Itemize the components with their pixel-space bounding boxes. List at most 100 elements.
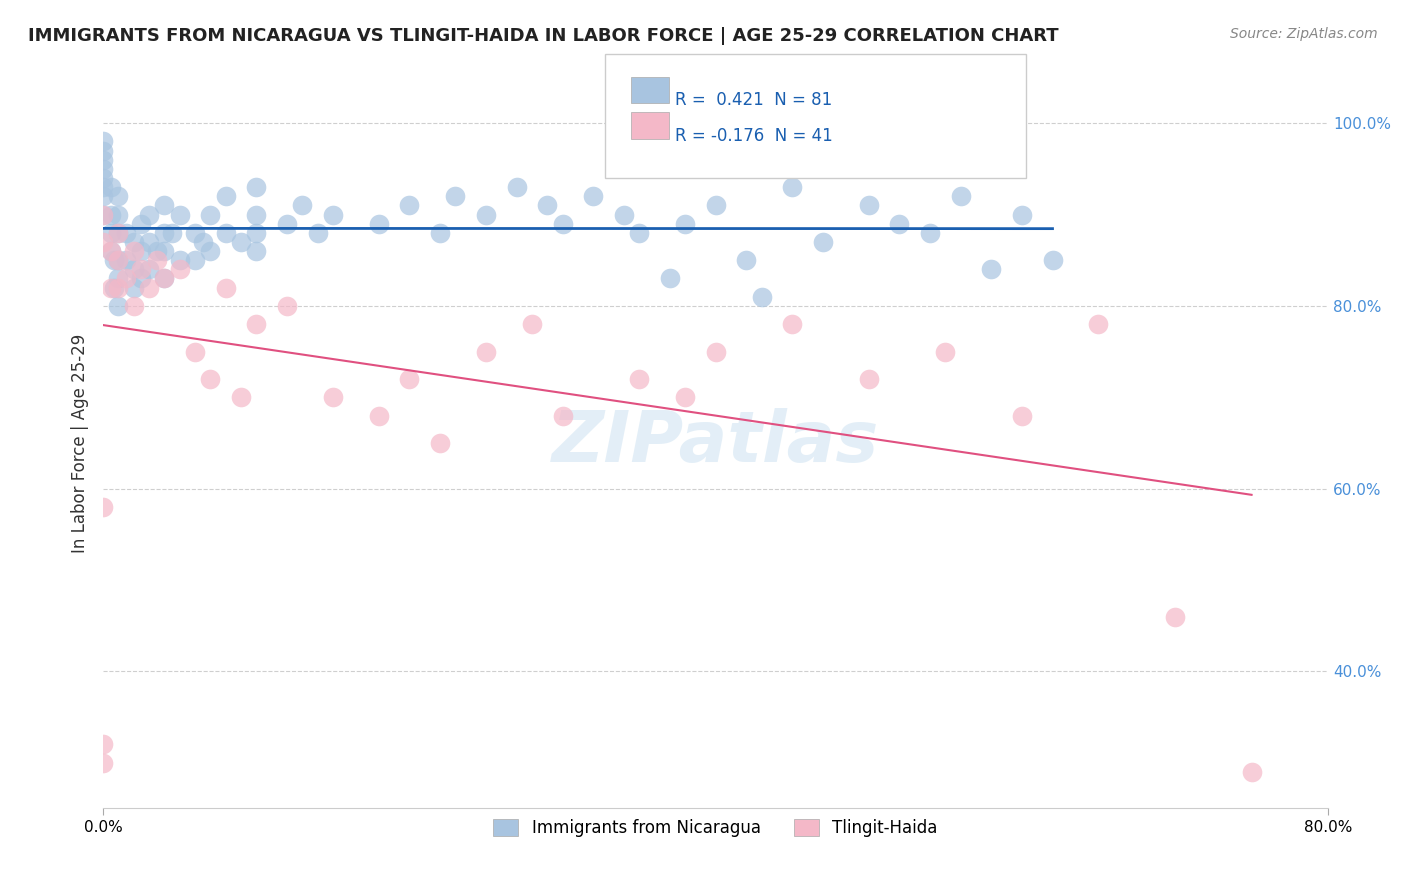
Point <box>91 500 114 514</box>
Point <box>122 235 145 249</box>
Point <box>229 390 252 404</box>
Point <box>91 144 114 158</box>
Point <box>658 271 681 285</box>
Point <box>811 235 834 249</box>
Point <box>184 226 207 240</box>
Point <box>91 170 114 185</box>
Point <box>138 207 160 221</box>
Point <box>145 253 167 268</box>
Point <box>91 135 114 149</box>
Point <box>245 207 267 221</box>
Point <box>107 280 129 294</box>
Point <box>91 207 114 221</box>
Point <box>91 161 114 176</box>
Point <box>107 253 129 268</box>
Point <box>115 271 138 285</box>
Point <box>107 207 129 221</box>
Point <box>673 217 696 231</box>
Point <box>107 271 129 285</box>
Point <box>429 226 451 240</box>
Point <box>980 262 1002 277</box>
Point <box>398 198 420 212</box>
Point <box>229 235 252 249</box>
Point <box>131 271 153 285</box>
Y-axis label: In Labor Force | Age 25-29: In Labor Force | Age 25-29 <box>72 334 89 552</box>
Point <box>153 244 176 258</box>
Point <box>1011 207 1033 221</box>
Point <box>91 153 114 167</box>
Point <box>160 226 183 240</box>
Text: IMMIGRANTS FROM NICARAGUA VS TLINGIT-HAIDA IN LABOR FORCE | AGE 25-29 CORRELATIO: IMMIGRANTS FROM NICARAGUA VS TLINGIT-HAI… <box>28 27 1059 45</box>
Point <box>91 189 114 203</box>
Point <box>100 207 122 221</box>
Point <box>751 290 773 304</box>
Text: R = -0.176  N = 41: R = -0.176 N = 41 <box>675 127 832 145</box>
Point <box>858 198 880 212</box>
Point <box>107 189 129 203</box>
Point <box>115 253 138 268</box>
Point <box>613 207 636 221</box>
Point <box>276 217 298 231</box>
Point <box>103 280 125 294</box>
Point <box>582 189 605 203</box>
Point <box>100 280 122 294</box>
Point <box>122 262 145 277</box>
Point <box>245 244 267 258</box>
Point <box>169 262 191 277</box>
Point <box>628 226 651 240</box>
Point <box>475 344 498 359</box>
Point <box>122 244 145 258</box>
Point <box>153 198 176 212</box>
Point <box>949 189 972 203</box>
Point <box>1240 764 1263 779</box>
Point <box>918 226 941 240</box>
Point <box>245 317 267 331</box>
Text: R =  0.421  N = 81: R = 0.421 N = 81 <box>675 91 832 109</box>
Point <box>536 198 558 212</box>
Point <box>1042 253 1064 268</box>
Point <box>107 226 129 240</box>
Point <box>704 344 727 359</box>
Point <box>91 235 114 249</box>
Point <box>153 226 176 240</box>
Point <box>398 372 420 386</box>
Point <box>153 271 176 285</box>
Point <box>103 253 125 268</box>
Point <box>169 253 191 268</box>
Point <box>91 756 114 770</box>
Point <box>1164 609 1187 624</box>
Point <box>520 317 543 331</box>
Point <box>1011 409 1033 423</box>
Point <box>934 344 956 359</box>
Point <box>889 217 911 231</box>
Point <box>191 235 214 249</box>
Point <box>138 280 160 294</box>
Point <box>858 372 880 386</box>
Point <box>673 390 696 404</box>
Point <box>367 409 389 423</box>
Legend: Immigrants from Nicaragua, Tlingit-Haida: Immigrants from Nicaragua, Tlingit-Haida <box>486 813 945 844</box>
Point <box>200 244 222 258</box>
Point <box>429 436 451 450</box>
Point <box>200 372 222 386</box>
Point <box>131 244 153 258</box>
Point <box>138 262 160 277</box>
Point <box>735 253 758 268</box>
Point <box>200 207 222 221</box>
Point <box>100 244 122 258</box>
Point <box>100 226 122 240</box>
Point <box>551 409 574 423</box>
Text: Source: ZipAtlas.com: Source: ZipAtlas.com <box>1230 27 1378 41</box>
Point <box>276 299 298 313</box>
Point <box>153 271 176 285</box>
Point <box>780 180 803 194</box>
Point <box>214 226 236 240</box>
Point <box>307 226 329 240</box>
Point <box>184 344 207 359</box>
Point <box>245 180 267 194</box>
Point <box>551 217 574 231</box>
Point <box>780 317 803 331</box>
Point <box>107 299 129 313</box>
Point <box>138 235 160 249</box>
Point <box>100 244 122 258</box>
